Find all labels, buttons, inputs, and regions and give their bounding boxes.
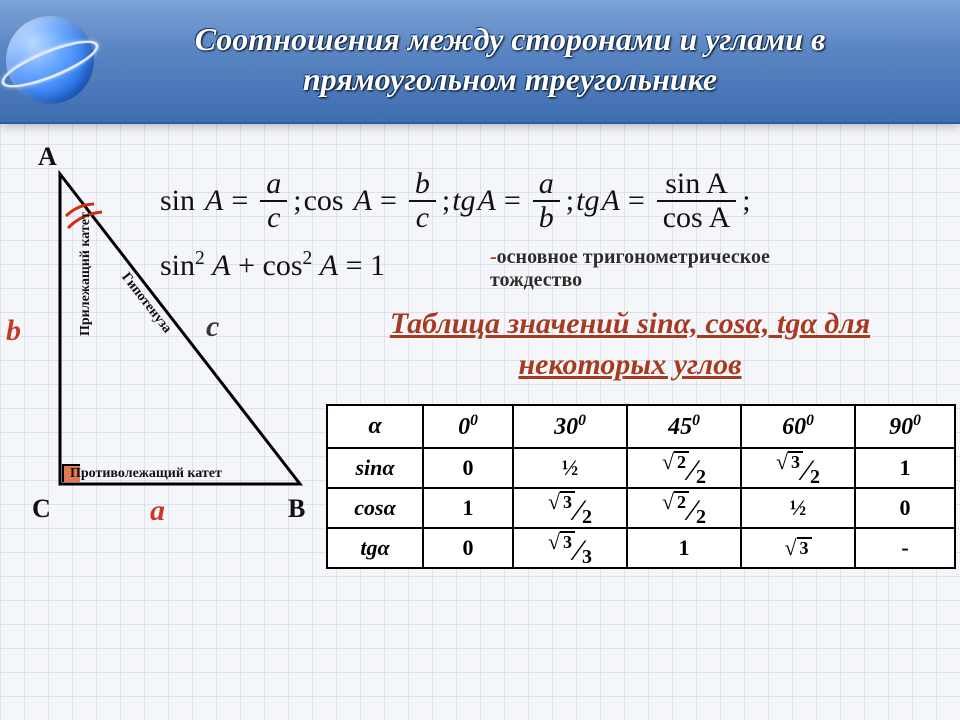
frac-tgA2: sin A cos A <box>657 168 737 233</box>
formula-row-1: sin A = a c ; cos A = b c ; tg A = a b ;… <box>160 168 751 233</box>
trig-value: 1 <box>855 448 955 488</box>
side-label-a: a <box>150 494 165 528</box>
trig-value: 0 <box>423 528 513 568</box>
th-0: 00 <box>423 405 513 448</box>
row-name: cosα <box>327 488 423 528</box>
trig-value: √3⁄2 <box>513 488 627 528</box>
identity-lhs: sin2 A + cos2 A = 1 <box>160 248 385 283</box>
frac-tgA1: a b <box>533 168 560 233</box>
label-opposite-leg: Противолежащий катет <box>70 466 222 482</box>
trig-value: √3⁄3 <box>513 528 627 568</box>
table-caption: Таблица значений sinα, cosα, tgα для нек… <box>330 304 930 385</box>
trig-value: 0 <box>423 448 513 488</box>
trig-values-table: α 00 300 450 600 900 sinα0½√2⁄2√3⁄21cosα… <box>326 404 956 569</box>
trig-value: ½ <box>741 488 855 528</box>
label-adjacent-leg: Прилежащий катет <box>78 212 94 336</box>
vertex-a: A <box>38 142 57 172</box>
side-label-b: b <box>6 314 21 348</box>
side-label-c: c <box>206 310 219 344</box>
page-title: Соотношения между сторонами и углами в п… <box>90 19 930 99</box>
identity-label: -основное тригонометрическое тождество <box>490 246 770 292</box>
trig-value: √3⁄2 <box>741 448 855 488</box>
formula-identity: sin2 A + cos2 A = 1 <box>160 248 385 283</box>
trig-value: - <box>855 528 955 568</box>
trig-value: 1 <box>627 528 741 568</box>
vertex-c: C <box>32 494 51 524</box>
table-row: sinα0½√2⁄2√3⁄21 <box>327 448 955 488</box>
table-header-row: α 00 300 450 600 900 <box>327 405 955 448</box>
row-name: sinα <box>327 448 423 488</box>
fn-tg1: tg <box>452 184 475 218</box>
table-row: cosα1√3⁄2√2⁄2½0 <box>327 488 955 528</box>
logo-globe <box>6 16 94 104</box>
th-90: 900 <box>855 405 955 448</box>
fn-sin: sin <box>160 184 195 218</box>
row-name: tgα <box>327 528 423 568</box>
vertex-b: B <box>288 494 305 524</box>
th-30: 300 <box>513 405 627 448</box>
trig-value: √2⁄2 <box>627 488 741 528</box>
th-alpha: α <box>327 405 423 448</box>
trig-value: 1 <box>423 488 513 528</box>
th-60: 600 <box>741 405 855 448</box>
th-45: 450 <box>627 405 741 448</box>
trig-value: ½ <box>513 448 627 488</box>
trig-value: 0 <box>855 488 955 528</box>
frac-sinA: a c <box>260 168 287 233</box>
fn-cos: cos <box>304 184 344 218</box>
fn-tg2: tg <box>576 184 599 218</box>
trig-value: √2⁄2 <box>627 448 741 488</box>
trig-value: √3 <box>741 528 855 568</box>
page-header: Соотношения между сторонами и углами в п… <box>0 0 960 124</box>
table-row: tgα0√3⁄31√3- <box>327 528 955 568</box>
content-area: A C B b c a Прилежащий катет Гипотенуза … <box>0 124 960 720</box>
frac-cosA: b c <box>409 168 436 233</box>
